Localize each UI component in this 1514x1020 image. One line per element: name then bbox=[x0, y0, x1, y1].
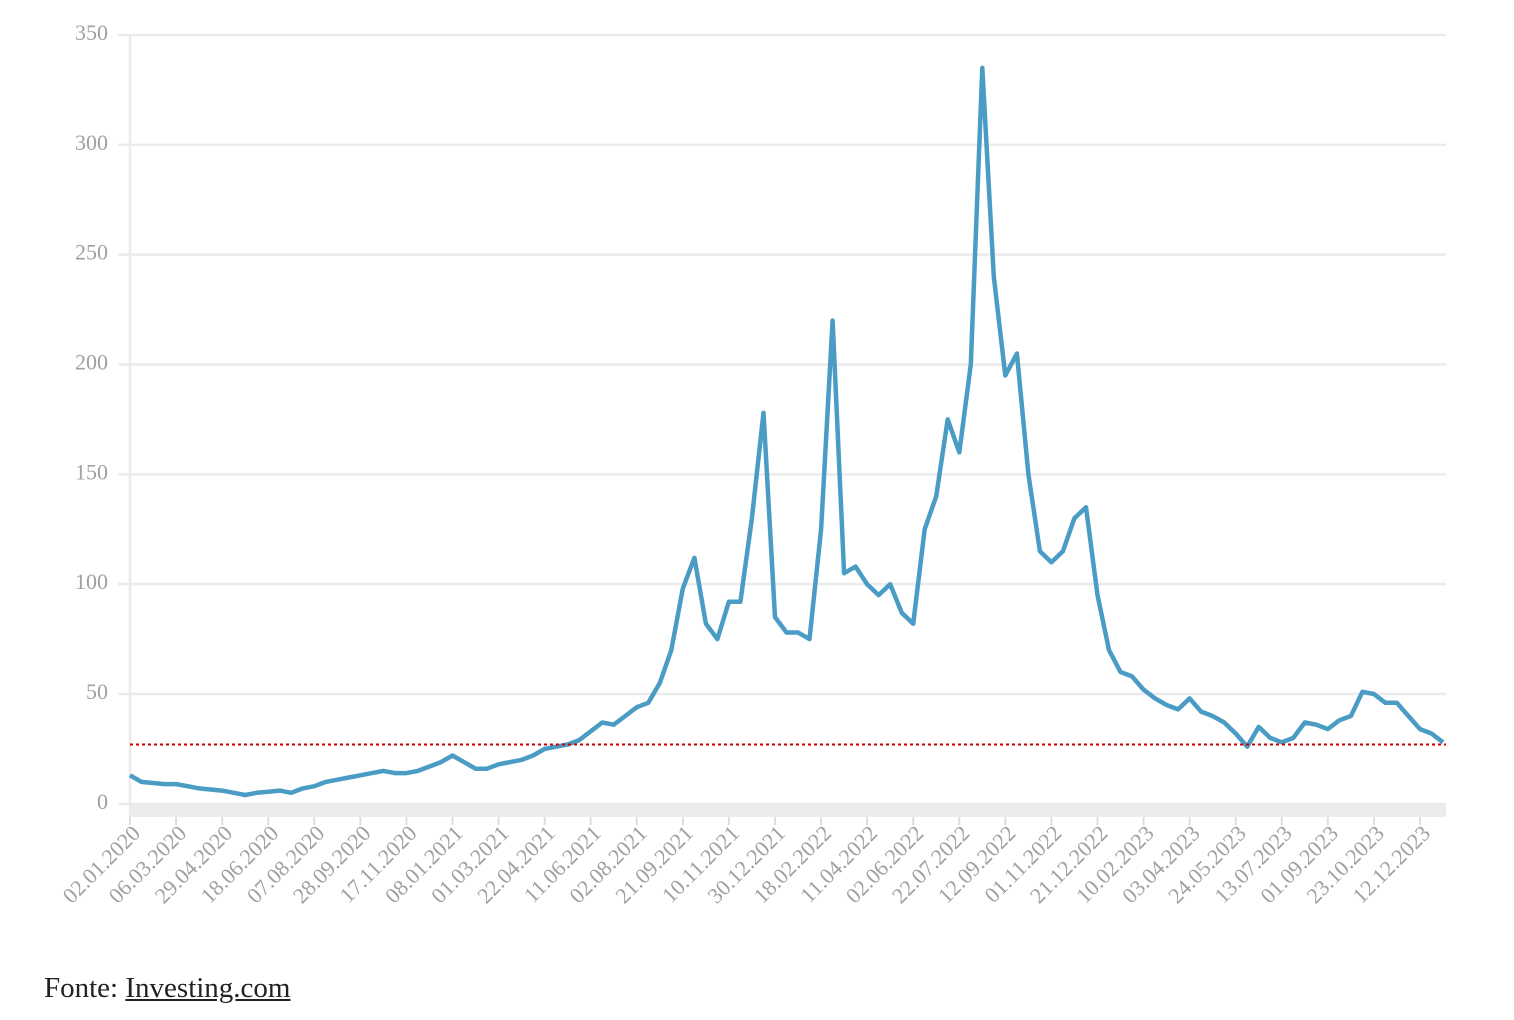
y-tick-label: 0 bbox=[97, 789, 108, 814]
page: 0 50 100 150 200 250 300 350 02.01.2020 06.03.202… bbox=[44, 20, 1446, 1004]
y-tick-label: 300 bbox=[75, 130, 108, 155]
y-tick-label: 50 bbox=[86, 679, 108, 704]
source-label: Fonte: bbox=[44, 972, 119, 1004]
line bbox=[128, 65, 1445, 798]
axis-band bbox=[130, 803, 1446, 817]
source: Fonte: Investing.com bbox=[44, 972, 290, 1005]
y-tick-label: 100 bbox=[75, 569, 108, 594]
y-tick-label: 200 bbox=[75, 350, 108, 375]
y-tick-label: 250 bbox=[75, 240, 108, 265]
y-tick-label: 350 bbox=[75, 20, 108, 45]
chart: 05010015020025030035002.01.202006.03.202… bbox=[57, 20, 1446, 908]
y-tick-label: 150 bbox=[75, 459, 108, 484]
source-link[interactable]: Investing.com bbox=[125, 972, 291, 1004]
